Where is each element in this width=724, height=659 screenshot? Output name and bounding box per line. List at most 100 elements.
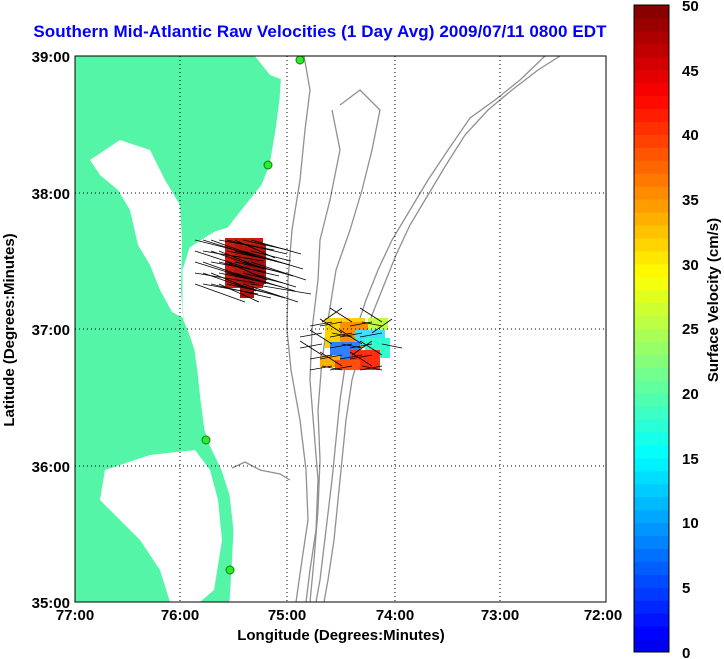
velocity-vector (202, 239, 249, 255)
colorbar-band (634, 56, 669, 71)
delaware-bay-water (255, 56, 285, 80)
lat-tick: 37:00 (32, 322, 70, 339)
velocity-vector (250, 261, 307, 281)
colorbar-tick: 10 (682, 515, 699, 532)
velocity-vector (210, 283, 272, 299)
colorbar-band (634, 276, 669, 291)
lat-tick: 35:00 (32, 595, 70, 612)
velocity-vector (359, 365, 383, 371)
colorbar-band (634, 587, 669, 601)
colorbar-band (634, 432, 669, 446)
velocity-vector (319, 351, 343, 367)
colorbar-tick: 25 (682, 321, 699, 338)
velocity-vector (242, 283, 299, 303)
velocity-vectors (194, 239, 403, 371)
colorbar-band (634, 289, 669, 304)
latitude-ticks: 39:00 38:00 37:00 36:00 35:00 (32, 49, 70, 612)
velocity-vector (250, 250, 292, 262)
colorbar-band (634, 406, 669, 420)
velocity-vector (242, 272, 284, 284)
colorbar-tick: 45 (682, 63, 699, 80)
velocity-vector (309, 365, 333, 371)
colorbar-tick: 50 (682, 0, 699, 15)
colorbar-band (634, 354, 669, 368)
colorbar-tick: 35 (682, 192, 699, 209)
x-axis-title: Longitude (Degrees:Minutes) (237, 627, 445, 644)
colorbar-band (634, 173, 669, 187)
velocity-vector (381, 343, 403, 349)
sound-water (100, 450, 222, 602)
lon-tick: 74:00 (376, 607, 414, 624)
colorbar-band (634, 380, 669, 394)
colorbar-band (634, 457, 669, 472)
velocity-vector (329, 343, 353, 349)
velocity-vector (349, 354, 373, 360)
colorbar-tick: 15 (682, 451, 699, 468)
velocity-vector (309, 321, 333, 327)
bay-water (90, 140, 183, 318)
colorbar-band (634, 69, 669, 84)
velocity-vector (329, 365, 353, 371)
colorbar-tick: 0 (682, 645, 690, 659)
colorbar-band (634, 574, 669, 588)
colorbar-tick: 20 (682, 386, 699, 403)
colorbar-band (634, 470, 669, 485)
velocity-vector (359, 340, 383, 356)
colorbar-band (634, 212, 669, 226)
colorbar-band (634, 496, 669, 511)
velocity-vector (351, 340, 373, 356)
velocity-vector (341, 343, 363, 349)
colorbar-band (634, 160, 669, 174)
map-title: Southern Mid-Atlantic Raw Velocities (1 … (33, 22, 607, 41)
colorbar-tick: 5 (682, 580, 690, 597)
grid-lines (75, 56, 606, 602)
colorbar-band (634, 367, 669, 381)
plot-frame (74, 55, 607, 603)
colorbar-band (634, 263, 669, 278)
velocity-vector (349, 343, 373, 349)
velocity-vector (242, 261, 294, 277)
colorbar-band (634, 199, 669, 213)
lon-tick: 75:00 (268, 607, 306, 624)
radar-region-south (320, 318, 390, 370)
velocity-vector (339, 329, 363, 345)
velocity-vector (250, 239, 302, 255)
velocity-vector (361, 321, 383, 327)
velocity-vector (242, 250, 304, 270)
lon-tick: 77:00 (56, 607, 94, 624)
colorbar-band (634, 134, 669, 148)
colorbar-band (634, 43, 669, 58)
lat-tick: 38:00 (32, 186, 70, 203)
velocity-vector (210, 239, 262, 259)
colorbar-tick: 30 (682, 257, 699, 274)
velocity-vector (194, 250, 251, 270)
velocity-vector (359, 307, 383, 323)
y-axis-title: Latitude (Degrees:Minutes) (1, 233, 18, 426)
velocity-vector (250, 283, 312, 295)
velocity-vector (321, 307, 343, 323)
velocity-vector (309, 354, 333, 360)
velocity-vector (319, 318, 343, 334)
velocity-vector (234, 283, 286, 299)
colorbar-band (634, 121, 669, 135)
velocity-vector (194, 239, 236, 251)
velocity-vector (202, 261, 254, 281)
colorbar-band (634, 341, 669, 355)
velocity-vector (234, 272, 296, 292)
velocity-vector (319, 321, 343, 327)
velocity-vector (218, 261, 280, 277)
velocity-vector (359, 332, 383, 338)
colorbar-band (634, 509, 669, 524)
velocity-vector (329, 332, 353, 338)
colorbar-band (634, 522, 669, 537)
velocity-vector (329, 307, 353, 323)
colorbar-band (634, 17, 669, 32)
colorbar-band (634, 302, 669, 317)
colorbar-band (634, 186, 669, 200)
colorbar-band (634, 600, 669, 614)
lat-tick: 39:00 (32, 49, 70, 66)
colorbar-band (634, 561, 669, 575)
velocity-vector (319, 354, 343, 360)
colorbar-tick: 40 (682, 127, 699, 144)
